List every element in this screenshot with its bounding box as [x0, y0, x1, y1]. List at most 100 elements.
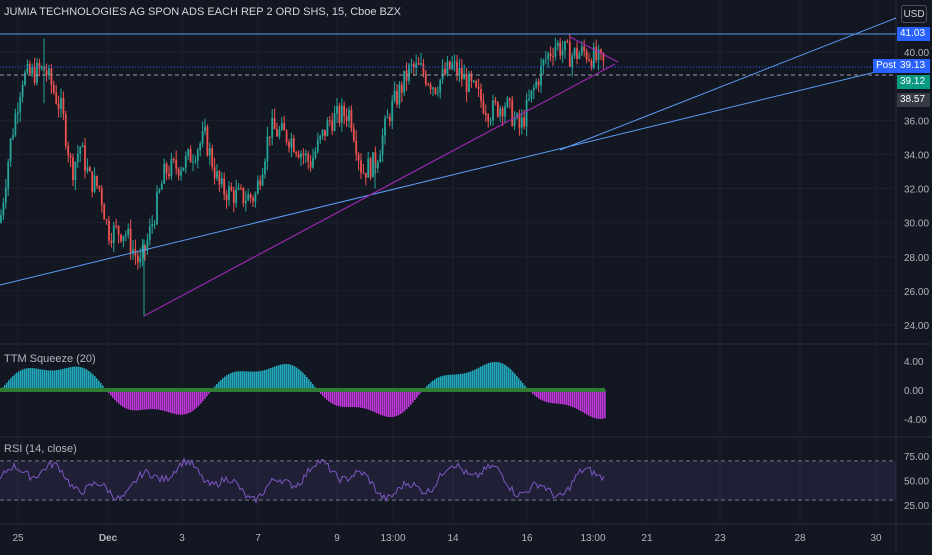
ttm-bar — [598, 390, 600, 419]
candle-body — [202, 131, 204, 144]
trendline-upper[interactable] — [560, 18, 896, 150]
candle-body — [123, 236, 125, 241]
grid — [0, 0, 896, 524]
ttm-bar — [62, 369, 64, 390]
candle-body — [466, 75, 468, 92]
last-price-tag: 39.12 — [897, 75, 930, 89]
ttm-bar — [594, 390, 596, 418]
ttm-bar — [488, 363, 490, 390]
candle-body — [190, 149, 192, 162]
ttm-bar — [388, 390, 390, 417]
ttm-bar — [182, 390, 184, 415]
currency-button[interactable]: USD — [901, 5, 927, 23]
ttm-bar — [408, 390, 410, 407]
candle-body — [442, 69, 444, 80]
candle-body — [360, 161, 362, 173]
candle-body — [367, 159, 369, 178]
candle-body — [473, 81, 475, 82]
candle-body — [403, 71, 405, 93]
ttm-bar — [468, 372, 470, 390]
candle-body — [595, 47, 597, 60]
ttm-bar — [244, 371, 246, 390]
candle-body — [235, 189, 237, 203]
ttm-bar — [142, 390, 144, 410]
ttm-bar — [396, 390, 398, 416]
candle-body — [77, 154, 79, 162]
candle-body — [499, 108, 501, 116]
ttm-bar — [36, 369, 38, 390]
candle-body — [60, 98, 62, 109]
ttm-bar — [592, 390, 594, 417]
ttm-bar — [254, 372, 256, 390]
candle-body — [243, 188, 245, 203]
candle-body — [435, 88, 437, 94]
ttm-bar — [300, 371, 302, 390]
ttm-bar — [188, 390, 190, 413]
candle-body — [581, 46, 583, 53]
candle-body — [139, 258, 141, 263]
candle-body — [255, 194, 257, 202]
ttm-bar — [576, 390, 578, 409]
trendline-purple[interactable] — [144, 64, 615, 316]
candle-body — [514, 118, 516, 126]
ttm-bar — [124, 390, 126, 408]
ttm-bar — [352, 390, 354, 407]
candle-body — [101, 188, 103, 204]
ttm-bar — [58, 370, 60, 390]
ttm-bar — [268, 369, 270, 390]
candle-body — [159, 190, 161, 192]
candle-body — [312, 157, 314, 167]
ttm-bar — [292, 365, 294, 390]
candle-body — [286, 131, 288, 142]
candle-body — [96, 176, 98, 186]
candle-body — [298, 154, 300, 158]
rsi-tick-label: 75.00 — [904, 452, 929, 463]
ttm-squeeze-label[interactable]: TTM Squeeze (20) — [4, 353, 96, 365]
ttm-bar — [88, 371, 90, 390]
ttm-bar — [296, 368, 298, 390]
ttm-bar — [286, 364, 288, 390]
candle-body — [130, 229, 132, 253]
time-tick-label: 3 — [179, 533, 185, 544]
candle-body — [523, 117, 525, 126]
ttm-bar — [382, 390, 384, 416]
symbol-title[interactable]: JUMIA TECHNOLOGIES AG SPON ADS EACH REP … — [4, 6, 401, 18]
ttm-bar — [170, 390, 172, 413]
ttm-bar — [82, 368, 84, 390]
ttm-bar — [72, 367, 74, 390]
ttm-bar — [400, 390, 402, 414]
candle-body — [557, 43, 559, 46]
ttm-bar — [60, 369, 62, 390]
ttm-bar — [454, 374, 456, 390]
trendline-lower[interactable] — [0, 67, 896, 285]
top-level-tag: 41.03 — [897, 27, 930, 41]
candle-body — [195, 161, 197, 162]
ttm-bar — [90, 372, 92, 390]
ttm-bar — [394, 390, 396, 417]
candle-body — [459, 68, 461, 75]
candle-body — [355, 140, 357, 154]
candle-body — [343, 106, 345, 117]
ttm-bar — [190, 390, 192, 412]
time-tick-label: 14 — [447, 533, 459, 544]
candle-body — [528, 99, 530, 100]
ttm-bar — [332, 390, 334, 404]
candle-body — [173, 159, 175, 160]
candle-body — [91, 171, 93, 191]
candle-body — [204, 127, 206, 131]
candle-body — [495, 100, 497, 102]
ttm-bar — [304, 375, 306, 390]
ttm-bar — [484, 365, 486, 390]
candle-body — [569, 42, 571, 67]
ttm-bar — [458, 374, 460, 390]
ttm-bar — [504, 365, 506, 390]
rsi-label[interactable]: RSI (14, close) — [4, 443, 77, 455]
ttm-bar — [348, 390, 350, 407]
ttm-bar — [486, 364, 488, 390]
ttm-bar — [234, 372, 236, 390]
time-tick-label: 13:00 — [580, 533, 605, 544]
